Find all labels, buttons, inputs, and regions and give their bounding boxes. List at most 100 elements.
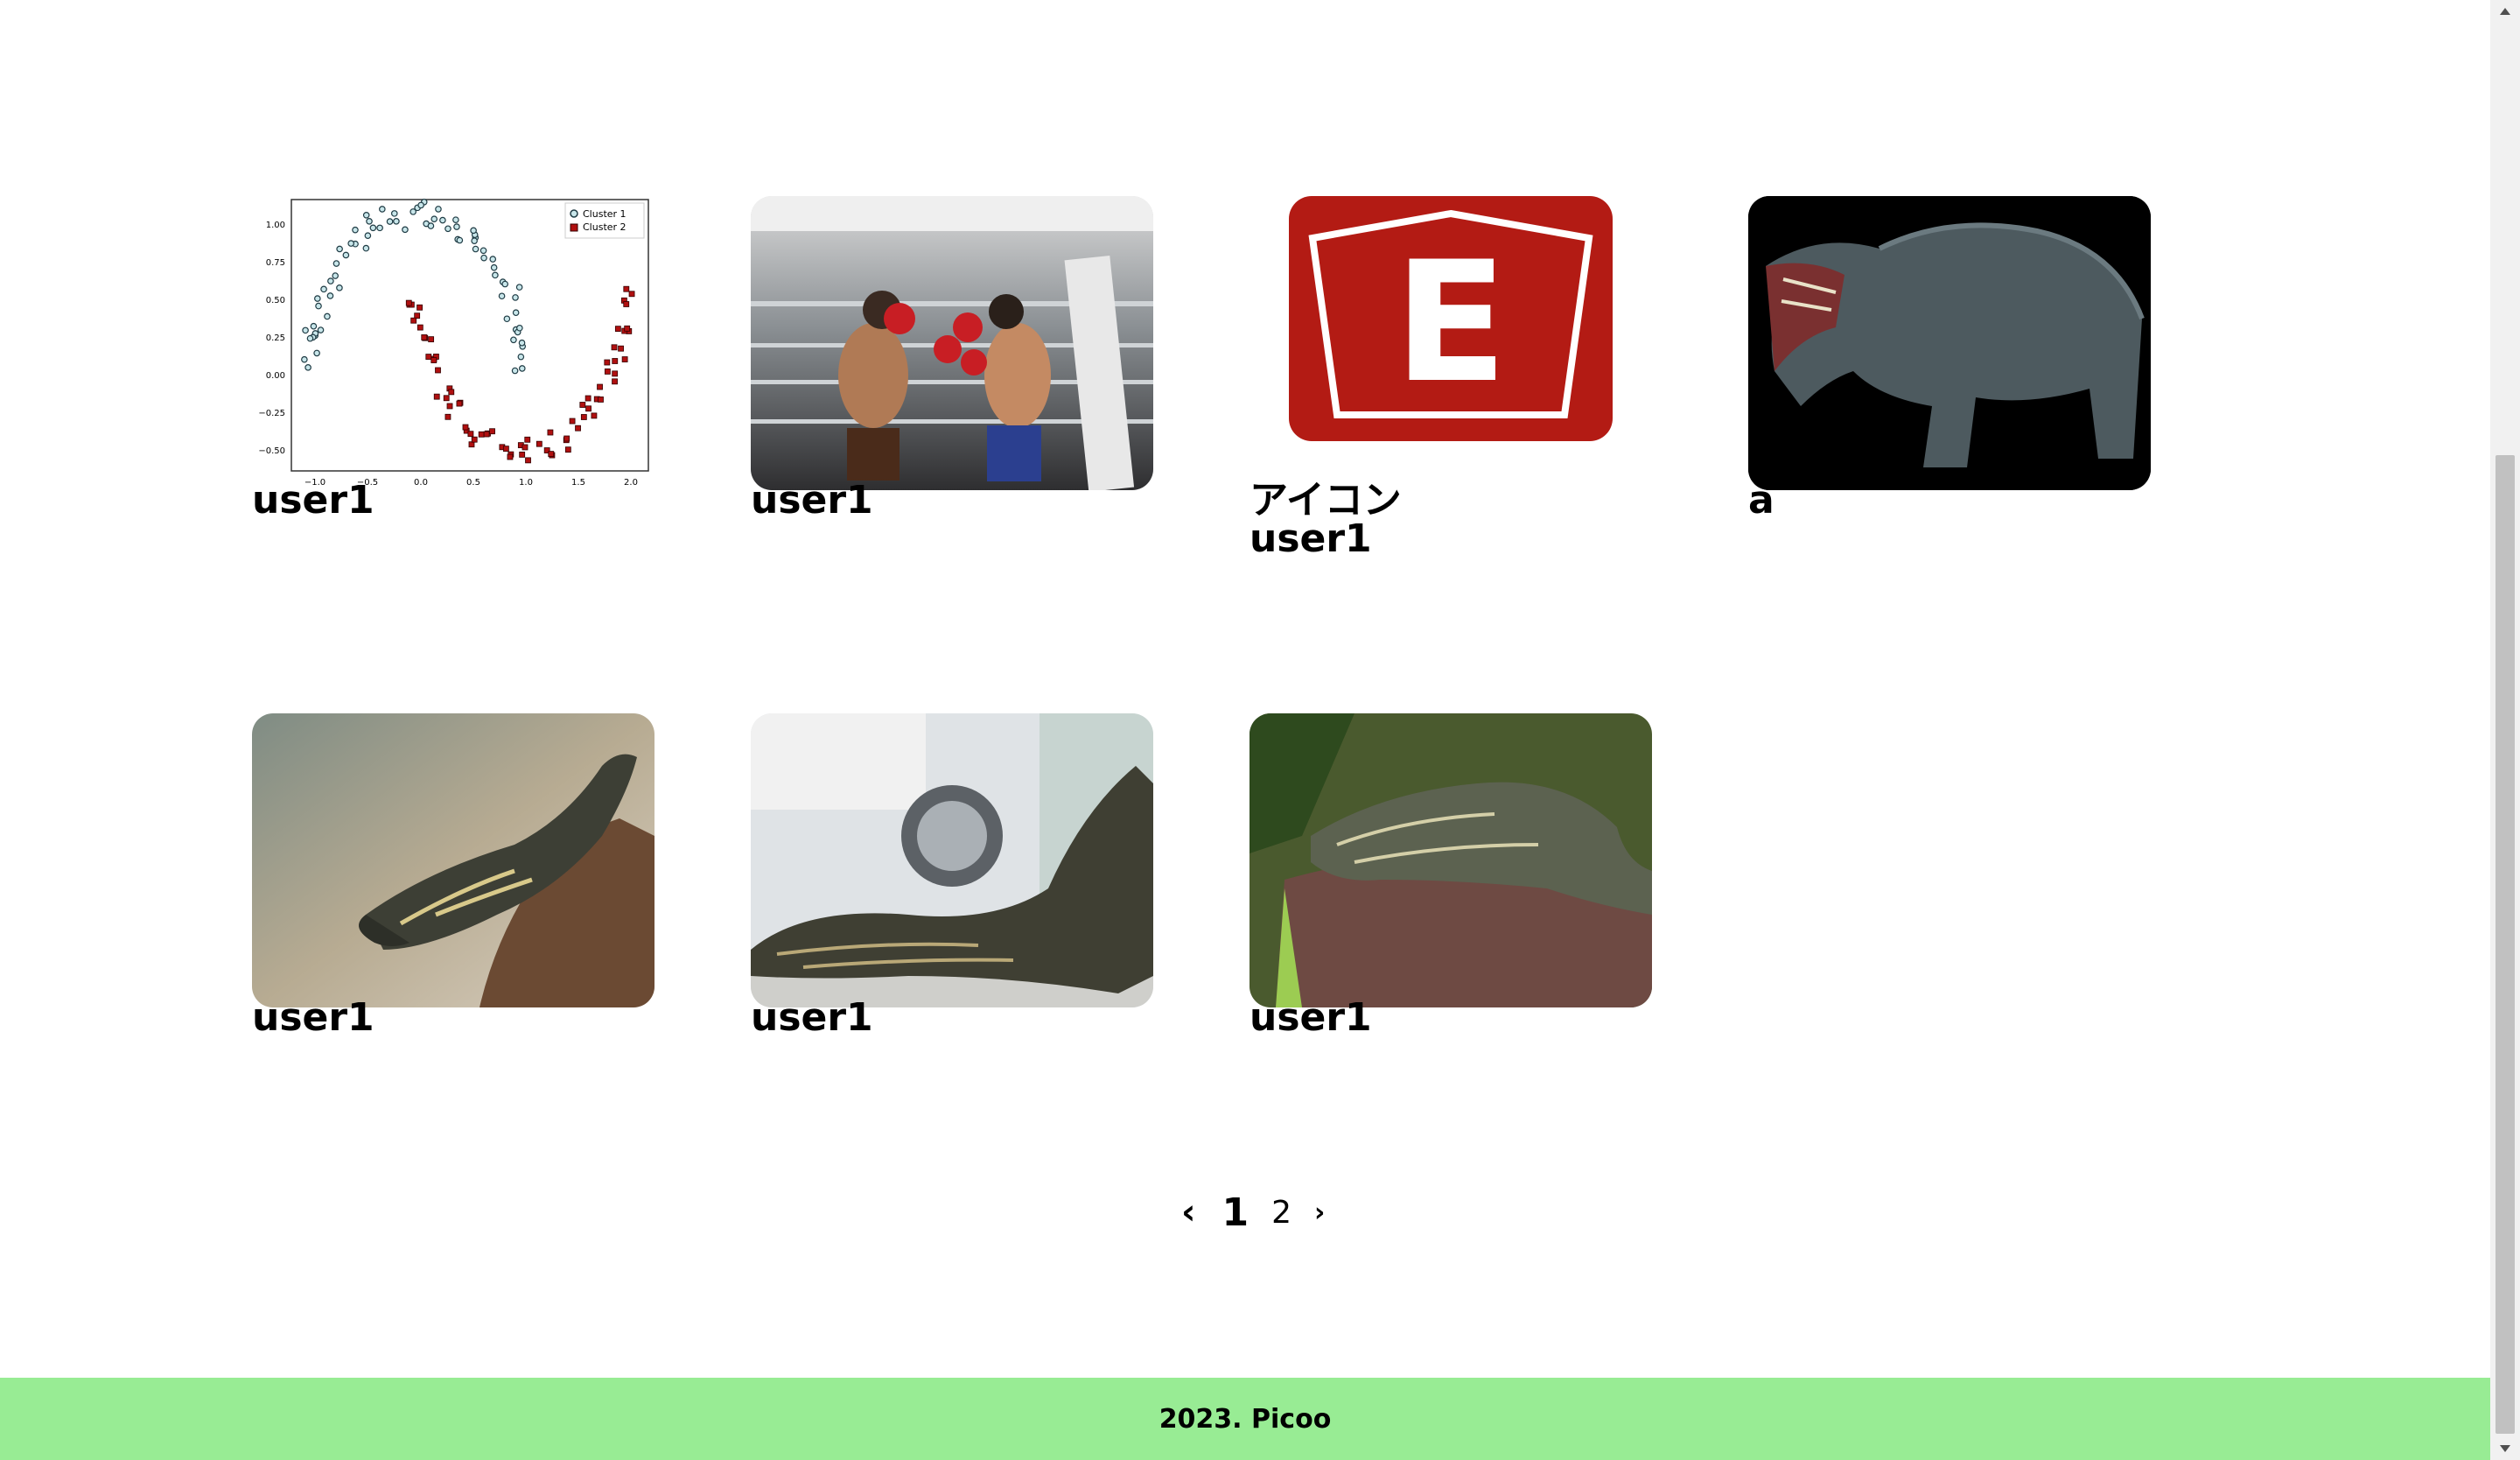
- scatter-plot-thumbnail: Cluster 1 Cluster 2 1.00 0.75 0.50 0.25 …: [258, 198, 649, 488]
- cluster-1-point: [379, 206, 386, 213]
- cluster-2-point: [543, 447, 550, 453]
- y-tick: 0.00: [266, 371, 285, 381]
- cluster-1-point: [511, 367, 519, 375]
- y-tick: 0.50: [266, 296, 285, 305]
- post-thumbnail-lizard-indoor[interactable]: [751, 713, 1153, 1007]
- pagination-page-1[interactable]: 1: [1222, 1190, 1250, 1235]
- cluster-2-point: [405, 299, 412, 306]
- post-thumbnail-scatter[interactable]: Cluster 1 Cluster 2 1.00 0.75 0.50 0.25 …: [252, 196, 654, 490]
- x-tick: −1.0: [304, 478, 326, 488]
- cluster-1-point: [439, 216, 446, 224]
- pagination-next-button[interactable]: ›: [1314, 1197, 1326, 1228]
- x-tick: 1.0: [519, 478, 533, 488]
- logo-letter: E: [1394, 226, 1508, 419]
- cluster-1-point: [393, 218, 400, 225]
- cluster-1-point: [456, 236, 464, 244]
- cluster-2-point: [483, 431, 490, 438]
- cluster-2-point: [618, 345, 624, 352]
- cluster-2-point: [623, 285, 630, 292]
- post-thumbnail-lizard-rock[interactable]: [1250, 713, 1652, 1007]
- cluster-1-point: [326, 292, 334, 299]
- cluster-2-point: [579, 402, 586, 408]
- footer-copyright: 2023. Picoo: [1158, 1403, 1332, 1435]
- cluster-2-point: [456, 400, 463, 407]
- cluster-1-point: [503, 315, 511, 323]
- cluster-1-point: [327, 277, 334, 284]
- cluster-1-point: [516, 324, 523, 332]
- cluster-1-point: [453, 223, 460, 230]
- cluster-1-point: [364, 232, 372, 239]
- boxing-match-image: [751, 196, 1153, 490]
- scroll-up-arrow-icon[interactable]: [2490, 0, 2520, 23]
- cluster-2-point: [471, 436, 478, 443]
- post-author[interactable]: user1: [751, 478, 873, 523]
- cluster-2-point: [489, 428, 495, 435]
- scroll-down-arrow-icon[interactable]: [2490, 1437, 2520, 1460]
- cluster-1-point: [480, 247, 487, 255]
- cluster-2-point: [414, 312, 421, 319]
- cluster-1-point: [472, 245, 480, 253]
- cluster-2-point: [621, 356, 628, 362]
- cluster-1-point: [410, 208, 416, 215]
- y-tick: 0.75: [266, 258, 285, 268]
- cluster-1-point: [512, 294, 519, 301]
- cluster-2-point: [611, 344, 618, 351]
- cluster-1-point: [315, 302, 322, 310]
- post-title[interactable]: アイコン: [1250, 478, 1402, 523]
- cluster-1-point: [362, 244, 370, 252]
- cluster-1-point: [430, 215, 438, 222]
- cluster-2-point: [522, 444, 528, 451]
- cluster-2-point: [446, 403, 453, 410]
- cluster-2-point: [624, 325, 631, 332]
- post-author[interactable]: user1: [252, 478, 374, 523]
- scrollbar-thumb[interactable]: [2496, 455, 2515, 1434]
- cluster-2-point: [502, 446, 509, 453]
- post-author[interactable]: user1: [252, 995, 374, 1040]
- cluster-2-point: [604, 359, 611, 366]
- monitor-lizard-indoor-image: [751, 713, 1153, 1007]
- cluster-2-point: [433, 393, 440, 400]
- cluster-1-point: [320, 285, 327, 293]
- cluster-1-point: [347, 240, 354, 247]
- cluster-1-point: [427, 222, 435, 229]
- cluster-1-point: [304, 364, 312, 371]
- cluster-2-point: [564, 446, 571, 453]
- cluster-1-point: [313, 349, 320, 357]
- cluster-1-point: [306, 334, 314, 342]
- post-author[interactable]: a: [1748, 478, 1774, 523]
- cluster-1-point: [498, 292, 506, 300]
- pagination-prev-button[interactable]: ‹: [1181, 1192, 1196, 1232]
- post-thumbnail-crocodile[interactable]: [1748, 196, 2151, 490]
- cluster-2-point: [444, 413, 452, 420]
- cluster-2-point: [416, 304, 423, 311]
- cluster-2-point: [410, 317, 417, 324]
- x-tick: 1.5: [571, 478, 585, 488]
- post-thumbnail-lizard-branch[interactable]: [252, 713, 654, 1007]
- cluster-2-point: [416, 324, 424, 331]
- post-author[interactable]: user1: [1250, 516, 1372, 561]
- cluster-2-point: [623, 301, 630, 307]
- cluster-1-point: [471, 237, 478, 244]
- cluster-1-point: [452, 216, 459, 223]
- y-tick: 0.25: [266, 333, 285, 343]
- cluster-1-point: [390, 210, 398, 217]
- cluster-1-point: [480, 254, 487, 262]
- cluster-1-point: [302, 326, 309, 334]
- post-author[interactable]: user1: [751, 995, 873, 1040]
- cluster-2-point: [507, 453, 514, 460]
- crocodile-image: [1748, 196, 2151, 490]
- cluster-1-point: [490, 263, 498, 271]
- cluster-2-point: [564, 435, 570, 442]
- legend-cluster-2: Cluster 2: [583, 221, 626, 233]
- cluster-2-point: [428, 336, 435, 343]
- post-thumbnail-boxing[interactable]: [751, 196, 1153, 490]
- cluster-2-point: [448, 389, 455, 396]
- pagination-page-2[interactable]: 2: [1271, 1194, 1292, 1231]
- cluster-2-point: [421, 334, 428, 340]
- cluster-2-point: [597, 383, 603, 390]
- post-author[interactable]: user1: [1250, 995, 1372, 1040]
- vertical-scrollbar[interactable]: [2490, 0, 2520, 1460]
- post-thumbnail-icon[interactable]: E: [1250, 196, 1652, 490]
- cluster-1-point: [492, 271, 499, 279]
